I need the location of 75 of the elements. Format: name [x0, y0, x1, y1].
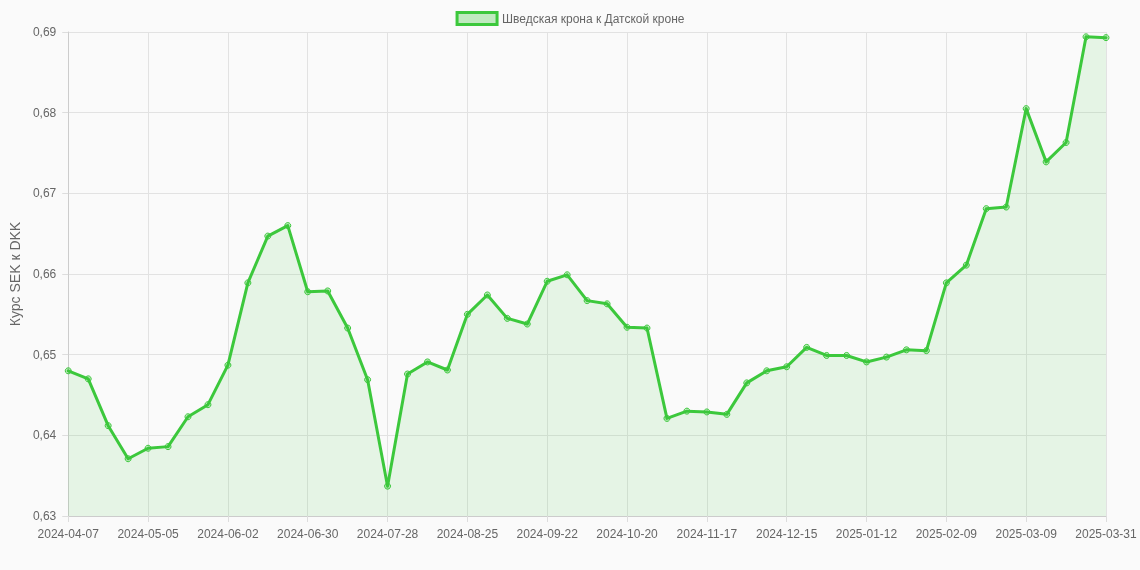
y-tick-label: 0,69: [32, 25, 57, 39]
x-tick-label: 2024-10-20: [596, 527, 659, 541]
y-tick-label: 0,67: [32, 186, 57, 201]
point: [503, 314, 511, 322]
point: [723, 410, 731, 418]
point: [423, 358, 431, 366]
x-tick-label: 2024-06-30: [277, 527, 339, 541]
x-tick-label: 2024-11-17: [676, 527, 738, 541]
y-tick-label: 0,66: [32, 267, 57, 281]
y-tick-label: 0,64: [32, 428, 57, 443]
y-axis-title: Курс SEK к DKK: [7, 221, 23, 327]
x-tick-label: 2025-02-09: [915, 527, 978, 541]
x-tick-label: 2025-03-31: [1075, 527, 1138, 541]
point: [443, 366, 451, 374]
point: [763, 367, 771, 375]
x-tick-label: 2024-07-28: [356, 527, 419, 541]
point: [1002, 203, 1010, 211]
point: [683, 407, 691, 415]
y-tick-label: 0,63: [32, 509, 57, 523]
point: [743, 379, 751, 387]
x-tick-label: 2024-09-22: [516, 527, 579, 541]
x-tick-label: 2024-08-25: [436, 527, 499, 541]
point: [663, 414, 671, 422]
point: [164, 443, 172, 451]
point: [124, 455, 132, 463]
point: [244, 279, 252, 287]
point: [783, 363, 791, 371]
x-tick-label: 2024-05-05: [117, 527, 180, 541]
x-tick-label: 2024-12-15: [756, 527, 818, 541]
point: [483, 291, 491, 299]
legend-label: Шведская крона к Датской кроне: [502, 11, 685, 26]
point: [224, 361, 232, 369]
point: [344, 324, 352, 332]
point: [823, 351, 831, 359]
point: [384, 482, 392, 490]
y-tick-label: 0,65: [32, 347, 57, 362]
point: [284, 222, 292, 230]
point: [184, 413, 192, 421]
point: [1102, 34, 1110, 42]
point: [942, 279, 950, 287]
point: [543, 277, 551, 285]
point: [882, 353, 890, 361]
point: [803, 343, 811, 351]
point: [623, 323, 631, 331]
point: [902, 346, 910, 354]
point: [583, 297, 591, 305]
y-tick-label: 0,68: [32, 105, 57, 120]
point: [843, 351, 851, 359]
point: [144, 444, 152, 452]
point: [404, 370, 412, 378]
point: [962, 261, 970, 269]
point: [523, 320, 531, 328]
point: [1062, 139, 1070, 147]
point: [104, 422, 112, 430]
point: [84, 375, 92, 383]
point: [324, 287, 332, 295]
point: [922, 347, 930, 355]
x-tick-label: 2024-06-02: [197, 527, 259, 541]
point: [1082, 33, 1090, 41]
x-tick-label: 2025-03-09: [995, 527, 1058, 541]
x-tick-label: 2024-04-07: [37, 527, 100, 541]
point: [563, 271, 571, 279]
point: [863, 358, 871, 366]
point: [304, 288, 312, 296]
point: [982, 205, 990, 213]
point: [204, 401, 212, 409]
point: [1042, 158, 1050, 166]
point: [264, 232, 272, 240]
x-tick-label: 2025-01-12: [835, 527, 898, 541]
point: [463, 310, 471, 318]
point: [603, 300, 611, 308]
point: [64, 367, 72, 375]
point: [364, 376, 372, 384]
point: [703, 408, 711, 416]
point: [643, 324, 651, 332]
